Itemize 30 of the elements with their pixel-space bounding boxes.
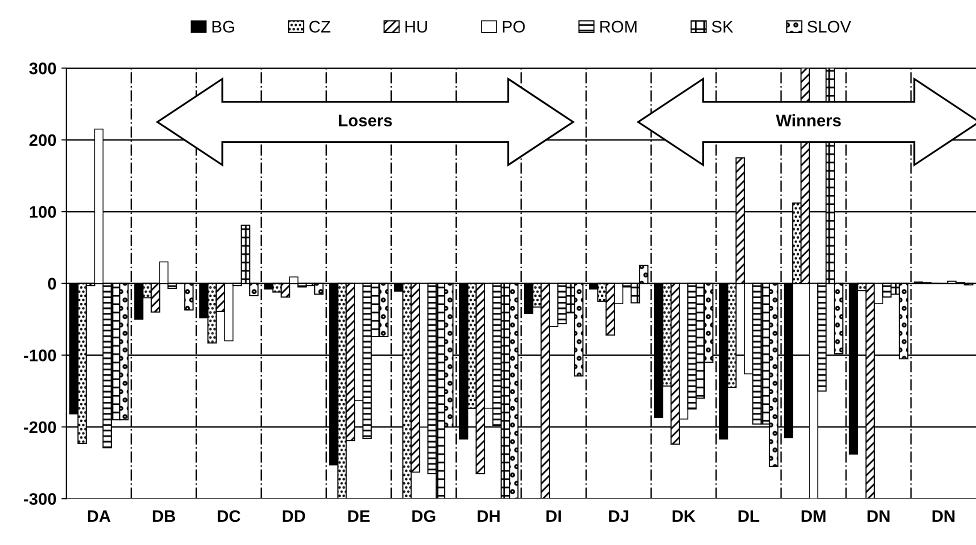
x-tick-label: DN bbox=[932, 510, 954, 522]
legend-label: ROM bbox=[600, 20, 636, 33]
legend-label: SK bbox=[712, 20, 734, 33]
y-tick-label: -300 bbox=[24, 493, 56, 505]
legend-label: HU bbox=[406, 20, 427, 33]
legend-label: SLOV bbox=[807, 20, 852, 33]
x-tick-label: DA bbox=[88, 510, 110, 522]
x-tick-label: DE bbox=[348, 510, 370, 522]
annotation: Winners bbox=[776, 114, 841, 126]
x-tick-label: DB bbox=[152, 510, 176, 522]
x-tick-label: DN bbox=[868, 510, 890, 522]
y-tick-label: 0 bbox=[48, 278, 56, 290]
y-tick-label: 100 bbox=[30, 206, 56, 218]
legend-label: PO bbox=[502, 20, 525, 33]
x-tick-label: DD bbox=[282, 510, 306, 522]
x-tick-label: DC bbox=[218, 510, 240, 522]
x-tick-label: DI bbox=[546, 510, 561, 522]
x-tick-label: DG bbox=[412, 510, 436, 522]
x-tick-label: DJ bbox=[609, 510, 628, 522]
x-tick-label: DK bbox=[672, 510, 696, 522]
x-tick-label: DM bbox=[802, 510, 826, 522]
y-tick-label: -100 bbox=[24, 350, 56, 362]
legend-label: BG bbox=[212, 20, 234, 33]
y-tick-label: -200 bbox=[24, 421, 56, 434]
x-tick-label: DL bbox=[738, 510, 760, 522]
y-tick-label: 200 bbox=[29, 134, 56, 146]
y-tick-label: 300 bbox=[29, 62, 56, 74]
legend-label: CZ bbox=[309, 20, 330, 33]
x-tick-label: DH bbox=[478, 510, 500, 522]
annotation: Losers bbox=[339, 114, 392, 126]
